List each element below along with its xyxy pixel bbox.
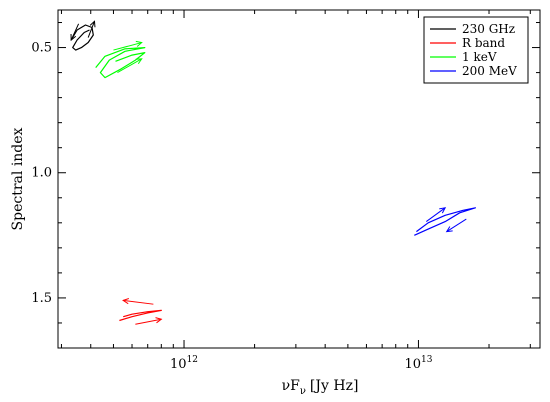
y-axis-title: Spectral index <box>10 127 26 230</box>
x-tick-label: 1013 <box>404 355 432 372</box>
series-arrow-head <box>89 20 96 28</box>
y-tick-label: 0.5 <box>31 41 52 56</box>
plot-frame <box>57 9 541 349</box>
legend-box <box>423 16 529 84</box>
y-tick-label: 1.5 <box>31 291 52 306</box>
legend-label: 200 MeV <box>462 64 517 78</box>
x-axis: 1012 1013 <box>60 10 531 372</box>
series-arrow-shaft <box>425 207 446 222</box>
y-axis: 0.5 1.0 1.5 <box>31 22 540 349</box>
x-tick-label-base: 10 <box>170 357 187 372</box>
series-arrow-head <box>135 40 143 47</box>
x-tick-label-exponent: 12 <box>187 355 198 365</box>
series-group <box>414 207 476 236</box>
series-arrow-head <box>122 298 130 305</box>
series-group <box>95 40 146 79</box>
series-arrow-shaft <box>117 58 142 74</box>
series-line <box>119 309 162 322</box>
x-axis-title-sub: ν <box>300 386 306 397</box>
legend-label: 230 GHz <box>462 22 515 36</box>
x-tick-label-exponent: 13 <box>421 355 433 365</box>
series-arrow-shaft <box>135 318 162 325</box>
series-arrow-head <box>70 34 77 42</box>
series-group <box>119 298 163 325</box>
series-group <box>70 20 96 51</box>
series-line <box>95 46 146 79</box>
y-tick-label: 1.0 <box>31 166 52 181</box>
x-axis-title-unit: [Jy Hz] <box>310 378 358 394</box>
legend-label: R band <box>462 36 505 50</box>
series-arrow-head <box>445 226 453 233</box>
series-arrow-shaft <box>87 21 95 38</box>
series-arrow-shaft <box>446 218 467 232</box>
series-arrow-head <box>135 58 143 65</box>
x-tick-label: 1012 <box>170 355 198 372</box>
x-axis-title: νFν [Jy Hz] <box>282 378 359 397</box>
chart-marks <box>70 20 476 325</box>
series-arrow-head <box>155 317 163 324</box>
series-arrow-head <box>439 207 447 214</box>
series-arrow-shaft <box>113 42 142 51</box>
series-line <box>414 207 476 236</box>
series-arrow-shaft <box>123 299 154 305</box>
series-line <box>70 24 94 51</box>
x-axis-title-main: νF <box>282 378 301 394</box>
x-tick-label-base: 10 <box>404 357 421 372</box>
series-arrow-shaft <box>70 23 80 41</box>
legend-label: 1 keV <box>462 50 497 64</box>
